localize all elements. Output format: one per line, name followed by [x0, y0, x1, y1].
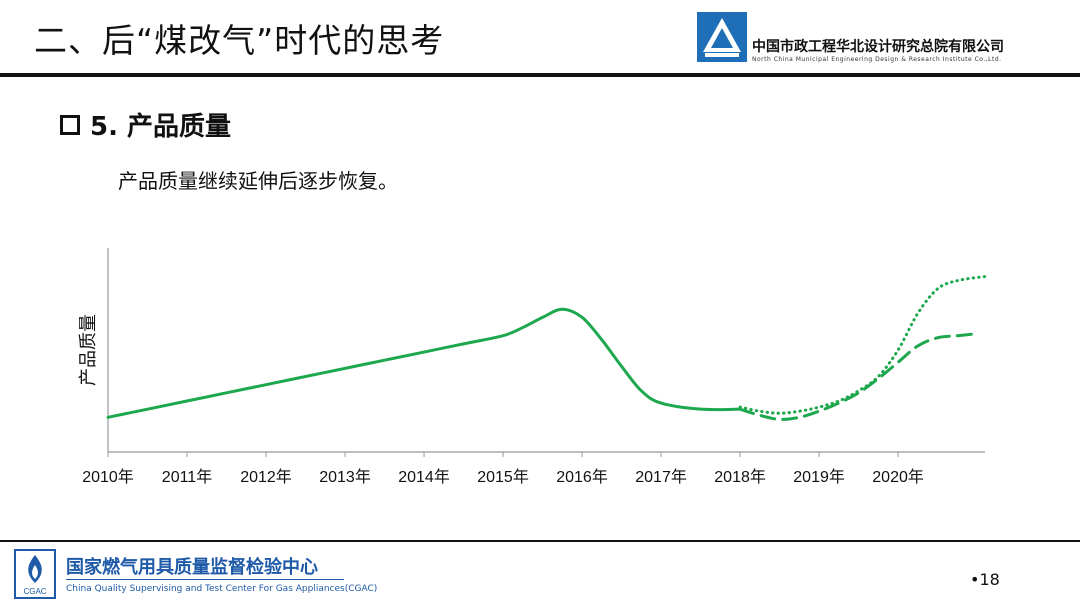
- chart-x-ticks: 2010年 2011年 2012年 2013年 2014年 2015年 2016年 2017年…: [82, 452, 924, 486]
- x-tick-label: 2011年: [162, 468, 212, 486]
- chart-axes: [107, 248, 985, 453]
- chart-y-axis-label: 产品质量: [78, 314, 98, 386]
- x-tick-label: 2018年: [714, 468, 766, 486]
- series-line-solid: [106, 307, 742, 419]
- footer-divider: [0, 540, 1080, 542]
- section-body-text: 产品质量继续延伸后逐步恢复。: [118, 169, 398, 193]
- org-name: 中国市政工程华北设计研究总院有限公司: [752, 39, 1004, 55]
- chart-series: [106, 275, 987, 421]
- section-heading-text: 5. 产品质量: [90, 112, 232, 142]
- series-line-dashed: [738, 332, 979, 421]
- footer-org-name-en: China Quality Supervising and Test Cente…: [66, 584, 378, 594]
- square-bullet-icon: [60, 114, 80, 135]
- page-number: •18: [970, 570, 1000, 589]
- x-tick-label: 2012年: [240, 468, 292, 486]
- x-tick-label: 2010年: [82, 468, 134, 486]
- footer-org-name: 国家燃气用具质量监督检验中心: [66, 557, 318, 578]
- series-line-dotted: [738, 275, 987, 415]
- x-tick-label: 2014年: [398, 468, 450, 486]
- header-divider: [0, 73, 1080, 77]
- cgac-logo-icon: CGAC: [14, 549, 56, 599]
- slide-title: 二、后“煤改气”时代的思考: [34, 21, 445, 60]
- x-tick-label: 2013年: [319, 468, 371, 486]
- cgac-logo-text: CGAC: [23, 587, 46, 596]
- x-tick-label: 2016年: [556, 468, 608, 486]
- x-tick-label: 2020年: [872, 468, 924, 486]
- org-logo-icon: [697, 12, 747, 62]
- section-heading: 5. 产品质量: [60, 106, 231, 143]
- x-tick-label: 2017年: [635, 468, 687, 486]
- org-name-en: North China Municipal Engineering Design…: [752, 56, 1002, 63]
- product-quality-chart: 产品质量 2010年 2011年 2012年 2013年 2014年 2015年 2016年…: [78, 248, 987, 486]
- x-tick-label: 2015年: [477, 468, 529, 486]
- x-tick-label: 2019年: [793, 468, 845, 486]
- footer-org-underline: [66, 579, 344, 580]
